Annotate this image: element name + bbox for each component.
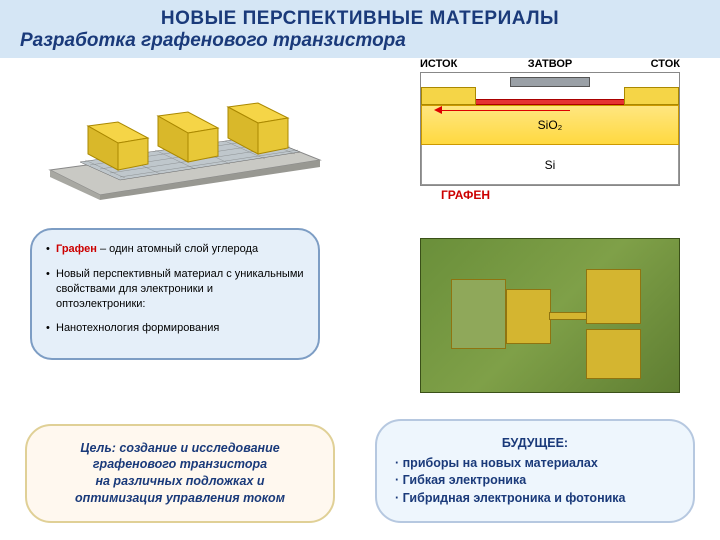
title-line2: Разработка графенового транзистора xyxy=(20,30,700,52)
future-title: БУДУЩЕЕ: xyxy=(395,435,675,453)
source-label: ИСТОК xyxy=(420,58,475,70)
transistor-3d-illustration xyxy=(40,70,330,200)
drain-contact xyxy=(624,87,679,105)
gate-label: ЗАТВОР xyxy=(475,58,625,70)
future-item-1: · приборы на новых материалах xyxy=(395,455,675,473)
substrate-layer: Si xyxy=(421,145,679,185)
content-area: ИСТОК ЗАТВОР СТОК SiO₂ Si ГРАФЕН Графен … xyxy=(0,58,720,538)
goal-line-3: на различных подложках и xyxy=(39,473,321,490)
info-bullet-3: Нанотехнология формирования xyxy=(46,321,304,336)
oxide-label: SiO₂ xyxy=(538,118,563,132)
substrate-label: Si xyxy=(545,158,556,172)
goal-line-1: Цель: создание и исследование xyxy=(39,440,321,457)
drain-label: СТОК xyxy=(625,58,680,70)
cross-section-diagram: ИСТОК ЗАТВОР СТОК SiO₂ Si ГРАФЕН xyxy=(410,58,690,202)
future-box: БУДУЩЕЕ: · приборы на новых материалах ·… xyxy=(375,419,695,523)
graphene-callout: ГРАФЕН xyxy=(410,188,690,202)
arrow-line xyxy=(440,110,570,111)
info-box: Графен – один атомный слой углерода Новы… xyxy=(30,228,320,360)
info-bullet-1: Графен – один атомный слой углерода xyxy=(46,242,304,257)
gate-shape xyxy=(510,77,590,87)
graphene-term: Графен xyxy=(56,243,97,255)
future-item-3: · Гибридная электроника и фотоника xyxy=(395,490,675,508)
info-bullet-2: Новый перспективный материал с уникальны… xyxy=(46,267,304,312)
goal-line-2: графенового транзистора xyxy=(39,456,321,473)
micrograph-image xyxy=(420,238,680,393)
oxide-layer: SiO₂ xyxy=(421,105,679,145)
graphene-layer xyxy=(476,99,624,105)
goal-box: Цель: создание и исследование графеновог… xyxy=(25,424,335,524)
info-bullet-1-rest: – один атомный слой углерода xyxy=(97,243,258,255)
title-line1: НОВЫЕ ПЕРСПЕКТИВНЫЕ МАТЕРИАЛЫ xyxy=(20,8,700,30)
future-item-2: · Гибкая электроника xyxy=(395,472,675,490)
arrow-head-icon xyxy=(434,106,442,114)
title-bar: НОВЫЕ ПЕРСПЕКТИВНЫЕ МАТЕРИАЛЫ Разработка… xyxy=(0,0,720,58)
source-contact xyxy=(421,87,476,105)
goal-line-4: оптимизация управления током xyxy=(39,490,321,507)
